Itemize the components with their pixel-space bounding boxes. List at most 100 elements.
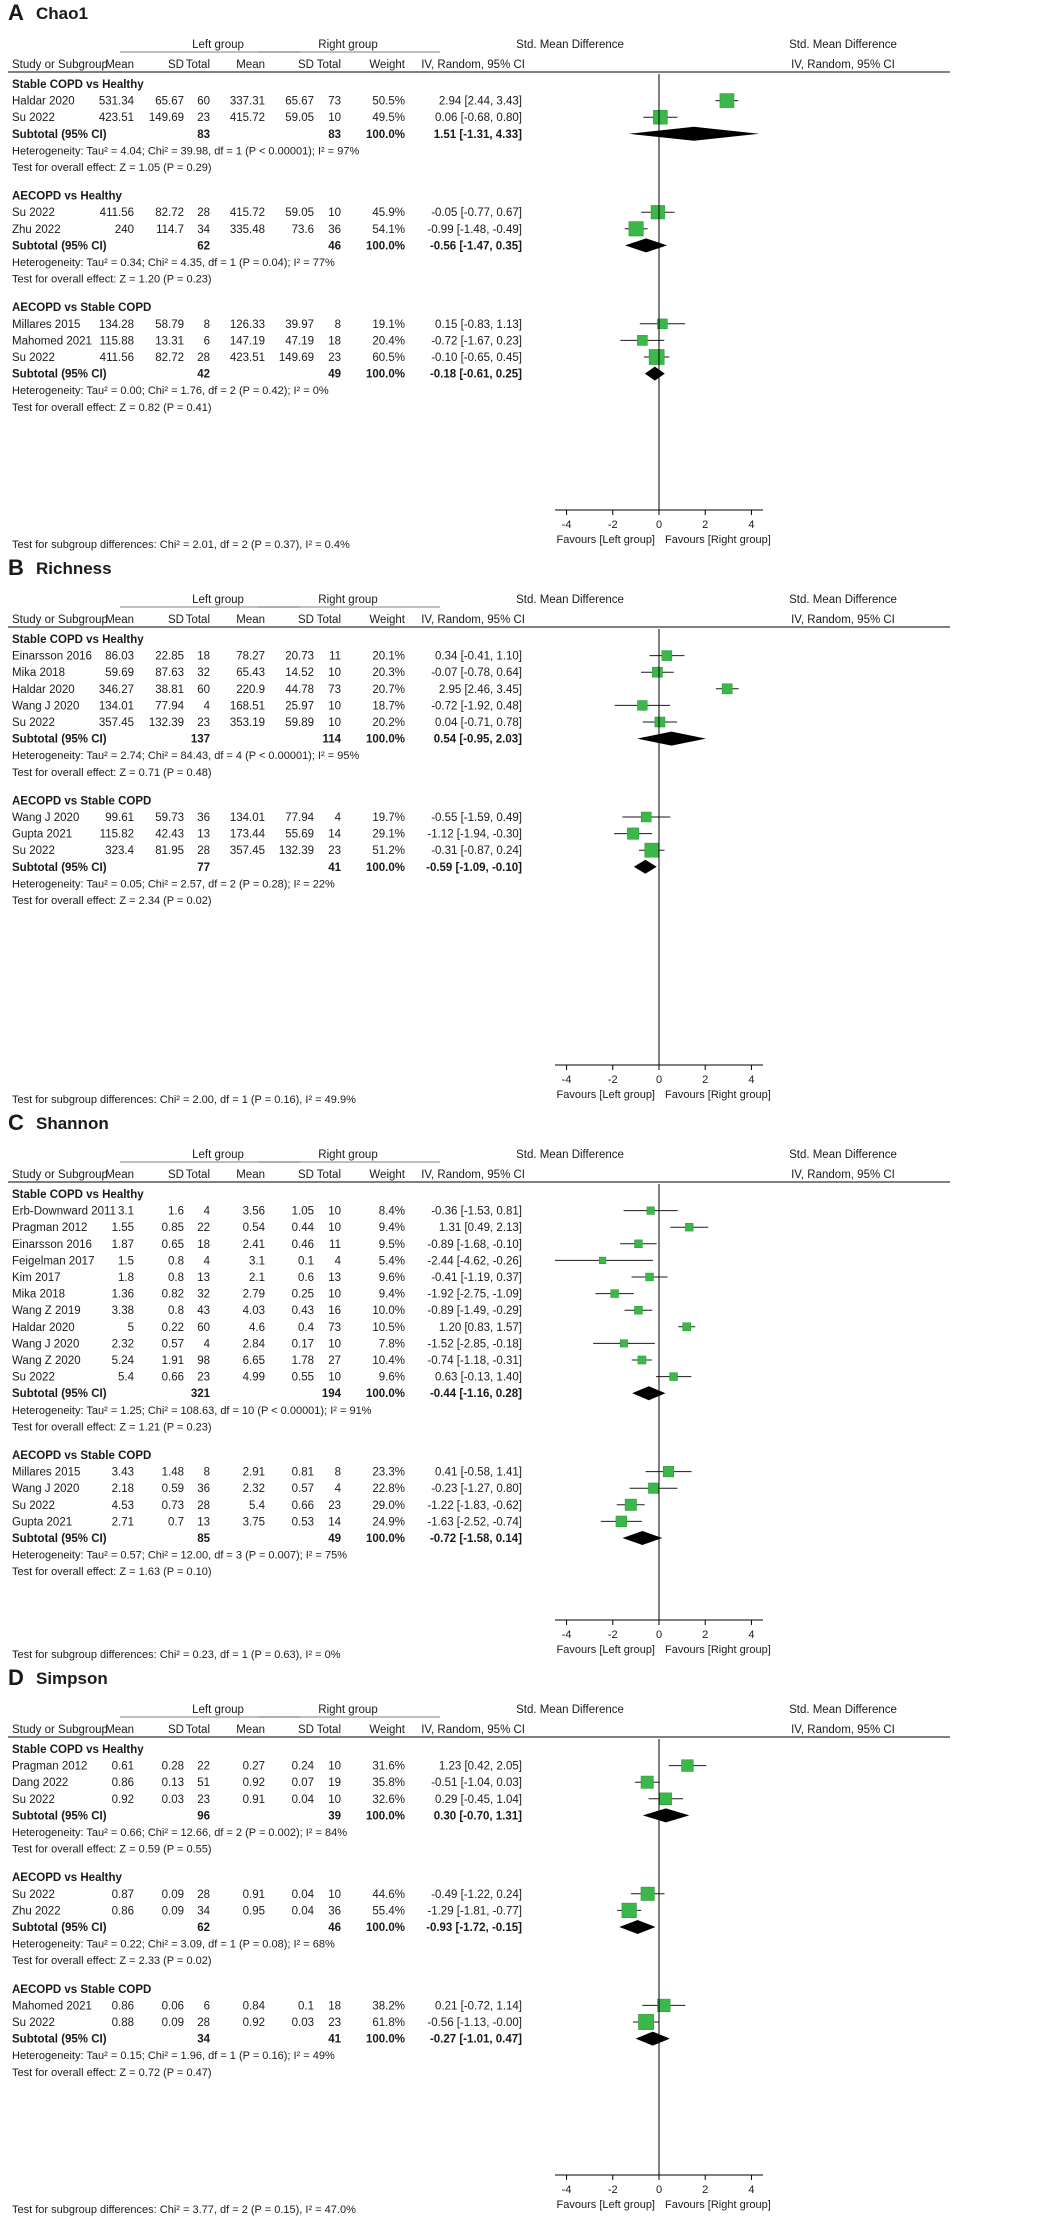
- header-smd: Std. Mean Difference: [516, 1704, 624, 1716]
- header-mean-left: Mean: [105, 59, 134, 71]
- table-row: Dang 2022 0.86 0.13 51 0.92 0.07 19 35.8% -0.51 …: [12, 1775, 660, 1789]
- smd-ci-text: -0.72 [-1.92, 0.48]: [431, 700, 522, 712]
- right-mean: 0.92: [243, 1777, 265, 1789]
- header-mean-right: Mean: [236, 614, 265, 626]
- study-name: Wang J 2020: [12, 812, 79, 824]
- right-total: 73: [328, 1322, 341, 1334]
- weight: 35.8%: [372, 1777, 405, 1789]
- left-sd: 58.79: [155, 319, 184, 331]
- right-sd: 14.52: [285, 667, 314, 679]
- x-tick-label: -2: [608, 1074, 618, 1086]
- subtotal-label: Subtotal (95% CI): [12, 734, 107, 746]
- smd-ci-text: 0.63 [-0.13, 1.40]: [435, 1372, 522, 1384]
- heterogeneity-text: Heterogeneity: Tau² = 0.22; Chi² = 3.09,…: [12, 1939, 335, 1951]
- left-total: 28: [197, 1500, 210, 1512]
- smd-ci-text: -1.12 [-1.94, -0.30]: [427, 829, 522, 841]
- smd-ci-text: 0.04 [-0.71, 0.78]: [435, 717, 522, 729]
- left-total: 23: [197, 1372, 210, 1384]
- subtotal-right-total: 46: [328, 240, 341, 252]
- smd-ci-text: 0.34 [-0.41, 1.10]: [435, 651, 522, 663]
- subtotal-label: Subtotal (95% CI): [12, 240, 107, 252]
- subtotal-left-total: 62: [197, 240, 210, 252]
- study-name: Feigelman 2017: [12, 1255, 94, 1267]
- smd-ci-text: -0.55 [-1.59, 0.49]: [431, 812, 522, 824]
- right-mean: 2.41: [243, 1239, 265, 1251]
- header-mean-right: Mean: [236, 59, 265, 71]
- x-tick-label: 2: [702, 519, 708, 531]
- right-total: 10: [328, 207, 341, 219]
- left-mean: 3.1: [118, 1206, 134, 1218]
- left-total: 28: [197, 845, 210, 857]
- left-total: 8: [204, 1467, 210, 1479]
- right-total: 4: [335, 1255, 342, 1267]
- subgroup-name: AECOPD vs Stable COPD: [12, 1450, 151, 1462]
- right-total: 14: [328, 829, 341, 841]
- study-name: Su 2022: [12, 717, 55, 729]
- left-sd: 65.67: [155, 96, 184, 108]
- weight: 51.2%: [372, 845, 405, 857]
- header-sd-left: SD: [168, 1169, 184, 1181]
- header-right-group: Right group: [318, 1149, 377, 1161]
- smd-ci-text: -1.92 [-2.75, -1.09]: [427, 1289, 522, 1301]
- left-total: 8: [204, 319, 210, 331]
- subtotal-row: Subtotal (95% CI) 85 49 100.0% -0.72 [-1.58,…: [12, 1531, 663, 1545]
- x-tick-label: 0: [656, 1629, 662, 1641]
- heterogeneity-text: Heterogeneity: Tau² = 0.66; Chi² = 12.66…: [12, 1827, 347, 1839]
- right-total: 18: [328, 2000, 341, 2012]
- pooled-diamond: [637, 731, 706, 746]
- right-sd: 0.53: [292, 1516, 314, 1528]
- smd-ci-text: -1.29 [-1.81, -0.77]: [427, 1905, 522, 1917]
- smd-ci-text: -0.05 [-0.77, 0.67]: [431, 207, 522, 219]
- study-name: Pragman 2012: [12, 1761, 87, 1773]
- right-total: 10: [328, 1794, 341, 1806]
- effect-square: [669, 1372, 678, 1381]
- right-total: 10: [328, 717, 341, 729]
- left-total: 28: [197, 2017, 210, 2029]
- table-row: Einarsson 2016 1.87 0.65 18 2.41 0.46 11 9.5% -0…: [12, 1239, 657, 1251]
- favours-right: Favours [Right group]: [665, 1089, 771, 1101]
- right-sd: 47.19: [285, 335, 314, 347]
- right-mean: 335.48: [230, 224, 265, 236]
- study-name: Zhu 2022: [12, 1905, 61, 1917]
- left-total: 98: [197, 1355, 210, 1367]
- x-tick-label: 0: [656, 1074, 662, 1086]
- x-tick-label: -2: [608, 2184, 618, 2196]
- weight: 44.6%: [372, 1889, 405, 1901]
- table-row: Su 2022 5.4 0.66 23 4.99 0.55 10 9.6% 0.63 [-0.1…: [12, 1372, 692, 1384]
- header-smd-right: Std. Mean Difference: [789, 1704, 897, 1716]
- smd-ci-text: 2.94 [2.44, 3.43]: [439, 96, 522, 108]
- right-sd: 0.6: [298, 1272, 314, 1284]
- header-right-group: Right group: [318, 1704, 377, 1716]
- subtotal-ci-text: -0.27 [-1.01, 0.47]: [430, 2034, 522, 2046]
- left-sd: 0.65: [162, 1239, 184, 1251]
- subtotal-ci-text: 0.30 [-0.70, 1.31]: [434, 1810, 522, 1822]
- right-mean: 4.03: [243, 1305, 265, 1317]
- subtotal-label: Subtotal (95% CI): [12, 1810, 107, 1822]
- subtotal-row: Subtotal (95% CI) 321 194 100.0% -0.44 [-1.1…: [12, 1386, 666, 1401]
- pooled-diamond: [625, 238, 668, 253]
- smd-ci-text: 0.41 [-0.58, 1.41]: [435, 1467, 522, 1479]
- right-total: 23: [328, 2017, 341, 2029]
- right-mean: 6.65: [243, 1355, 265, 1367]
- weight: 19.7%: [372, 812, 405, 824]
- subtotal-right-total: 83: [328, 129, 341, 141]
- smd-ci-text: -0.23 [-1.27, 0.80]: [431, 1483, 522, 1495]
- right-mean: 2.79: [243, 1289, 265, 1301]
- right-total: 10: [328, 1372, 341, 1384]
- left-mean: 0.61: [112, 1761, 134, 1773]
- left-total: 36: [197, 812, 210, 824]
- header-weight: Weight: [369, 1169, 405, 1181]
- favours-left: Favours [Left group]: [557, 2199, 655, 2211]
- table-row: Pragman 2012 1.55 0.85 22 0.54 0.44 10 9.4% 1.31…: [12, 1222, 709, 1234]
- right-sd: 0.17: [292, 1338, 314, 1350]
- subgroup: Stable COPD vs Healthy Pragman 2012 0.61 0.…: [12, 1744, 707, 1856]
- right-total: 4: [335, 1483, 342, 1495]
- right-mean: 3.56: [243, 1206, 265, 1218]
- table-row: Su 2022 0.87 0.09 28 0.91 0.04 10 44.6% -0.49 [-…: [12, 1886, 665, 1901]
- subgroup: AECOPD vs Healthy Su 2022 0.87 0.09 28 0.91 0.…: [12, 1872, 665, 1967]
- overall-effect-text: Test for overall effect: Z = 0.71 (P = 0…: [12, 767, 212, 779]
- subtotal-row: Subtotal (95% CI) 62 46 100.0% -0.56 [-1.47,…: [12, 238, 668, 253]
- table-row: Su 2022 4.53 0.73 28 5.4 0.66 23 29.0% -1.22 [-1…: [12, 1498, 645, 1512]
- smd-ci-text: -0.49 [-1.22, 0.24]: [431, 1889, 522, 1901]
- header-method: IV, Random, 95% CI: [421, 1724, 525, 1736]
